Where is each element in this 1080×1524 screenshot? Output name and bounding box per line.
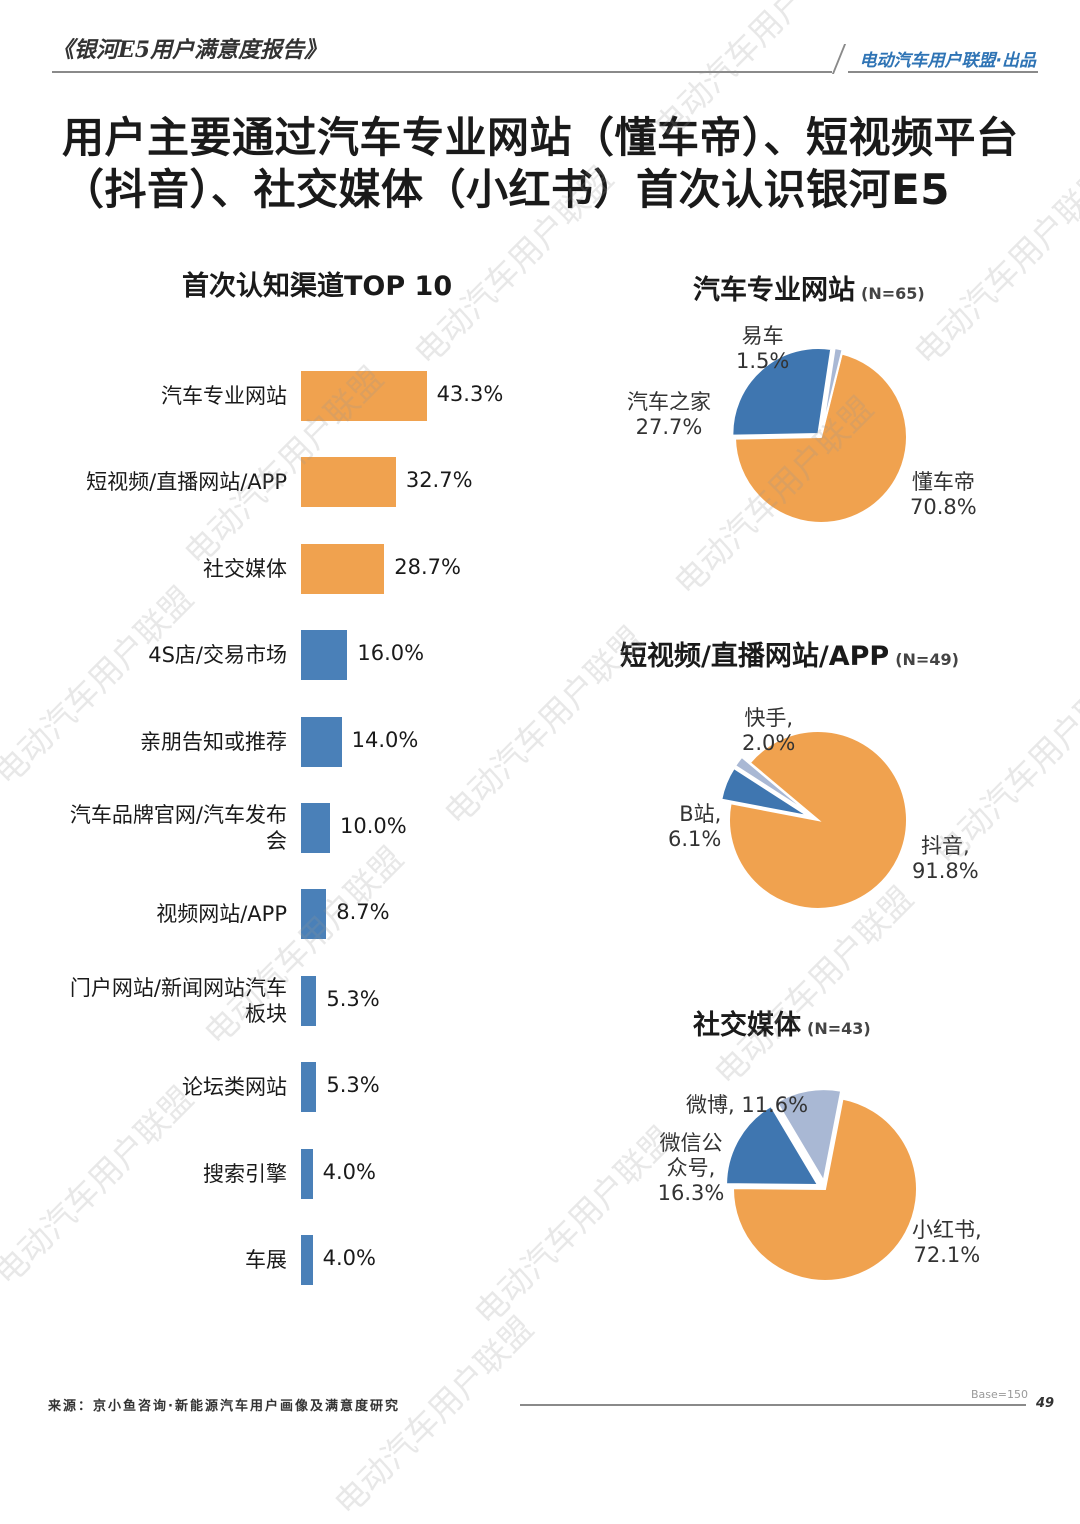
pie-chart-3-n: (N=43) <box>807 1019 871 1038</box>
bar-category-label: 亲朋告知或推荐 <box>140 729 287 754</box>
pie-3-label-weibo-name: 微博, <box>686 1093 735 1117</box>
bar-category-label: 视频网站/APP <box>156 902 287 927</box>
pie-1-label-yiche-value: 1.5% <box>736 349 790 373</box>
bar-value-label: 14.0% <box>351 727 419 752</box>
pie-slice <box>720 766 810 818</box>
pie-2-label-douyin: 抖音, 91.8% <box>912 834 979 884</box>
pie-2-label-kuaishou-name: 快手, <box>744 706 794 730</box>
header-divider <box>52 71 832 73</box>
pie-2-label-bilibili: B站, 6.1% <box>668 802 721 852</box>
pie-3-label-weibo: 微博, 11.6% <box>686 1093 808 1118</box>
pie-2-label-douyin-name: 抖音, <box>921 834 970 858</box>
pie-slice <box>732 1097 918 1282</box>
pie-1-label-autohome: 汽车之家 27.7% <box>627 390 711 440</box>
bar-category-label: 门户网站/新闻网站汽车板块 <box>69 975 287 1026</box>
bar <box>301 457 396 508</box>
pie-chart-2-n: (N=49) <box>895 650 959 669</box>
pie-slice <box>733 755 811 815</box>
bar-category-label: 论坛类网站 <box>182 1075 287 1100</box>
pie-chart-3-title-text: 社交媒体 <box>693 1010 801 1041</box>
bar-value-label: 32.7% <box>405 468 473 493</box>
report-title: 《银河E5用户满意度报告》 <box>52 37 327 63</box>
source-note: 来源：京小鱼咨询·新能源汽车用户画像及满意度研究 <box>48 1399 400 1414</box>
pie-2-label-bilibili-value: 6.1% <box>668 827 722 851</box>
pie-chart-3-title: 社交媒体 (N=43) <box>693 1003 871 1042</box>
footer-divider <box>520 1404 1026 1406</box>
pie-3-label-wechat: 微信公众号, 16.3% <box>655 1131 727 1206</box>
pie-3-label-wechat-name: 微信公众号, <box>659 1131 723 1180</box>
bar-chart-title: 首次认知渠道TOP 10 <box>182 271 453 302</box>
bar-category-label: 4S店/交易市场 <box>148 643 287 668</box>
pie-1-label-dongchedi-value: 70.8% <box>910 495 977 519</box>
bar-category-label: 车展 <box>245 1248 287 1272</box>
pie-3-label-xiaohongshu: 小红书, 72.1% <box>912 1218 982 1268</box>
pie-slice <box>775 1088 843 1184</box>
pie-chart-1-n: (N=65) <box>861 284 925 303</box>
pie-3-label-xiaohongshu-name: 小红书, <box>912 1218 982 1242</box>
pie-1-label-yiche: 易车 1.5% <box>736 324 789 374</box>
bar-category-label: 汽车品牌官网/汽车发布会 <box>69 803 287 853</box>
page-number: 49 <box>1036 1396 1055 1411</box>
pie-2-label-kuaishou-value: 2.0% <box>742 731 796 755</box>
bar-value-label: 4.0% <box>322 1159 376 1184</box>
pie-slice <box>733 352 908 524</box>
pie-1-label-yiche-name: 易车 <box>741 324 784 348</box>
pie-1-label-dongchedi: 懂车帝 70.8% <box>910 470 977 520</box>
pie-chart-1 <box>731 346 908 524</box>
bar-value-label: 5.3% <box>326 986 380 1011</box>
pie-chart-2-title-text: 短视频/直播网站/APP <box>620 641 890 672</box>
pie-slice <box>731 347 833 437</box>
pie-2-label-douyin-value: 91.8% <box>912 859 979 883</box>
bar-category-label: 汽车专业网站 <box>161 384 287 408</box>
bar <box>301 975 317 1026</box>
pie-chart-3 <box>725 1088 918 1282</box>
bar <box>301 803 330 853</box>
pie-chart-1-title: 汽车专业网站 (N=65) <box>693 268 925 307</box>
page-headline: 用户主要通过汽车专业网站（懂车帝）、短视频平台（抖音）、社交媒体（小红书）首次认… <box>62 113 1019 214</box>
pie-chart-2 <box>720 730 908 910</box>
pie-3-label-wechat-value: 16.3% <box>657 1181 725 1205</box>
pie-1-label-autohome-value: 27.7% <box>635 415 703 439</box>
bar <box>301 889 327 940</box>
pie-3-label-weibo-value: 11.6% <box>741 1093 809 1117</box>
bar <box>301 1062 317 1113</box>
bar-value-label: 5.3% <box>326 1073 380 1098</box>
pie-slice <box>728 730 908 910</box>
pie-2-label-kuaishou: 快手, 2.0% <box>742 706 795 756</box>
bar-value-label: 43.3% <box>436 382 504 406</box>
bar-category-label: 搜索引擎 <box>203 1161 287 1186</box>
pie-3-label-xiaohongshu-value: 72.1% <box>913 1243 981 1267</box>
pie-chart-1-title-text: 汽车专业网站 <box>693 275 855 306</box>
bar-category-label: 短视频/直播网站/APP <box>86 470 287 495</box>
publisher-label: 电动汽车用户联盟·出品 <box>859 51 1036 71</box>
pie-2-label-bilibili-name: B站, <box>679 802 722 826</box>
bar-category-label: 社交媒体 <box>203 556 287 581</box>
pie-slice <box>725 1104 820 1187</box>
bar <box>301 1235 313 1285</box>
pie-chart-2-title: 短视频/直播网站/APP (N=49) <box>620 634 959 673</box>
bar <box>301 630 348 681</box>
bar-value-label: 10.0% <box>340 814 407 838</box>
bar-value-label: 4.0% <box>322 1246 376 1270</box>
base-size: Base=150 <box>971 1388 1028 1401</box>
header-divider-right <box>848 71 1038 73</box>
bar-value-label: 16.0% <box>357 641 425 666</box>
bar <box>301 371 427 421</box>
pie-1-label-autohome-name: 汽车之家 <box>627 390 711 414</box>
pie-slice <box>820 346 844 434</box>
bar <box>301 543 385 594</box>
bar-value-label: 8.7% <box>336 900 390 925</box>
pie-1-label-dongchedi-name: 懂车帝 <box>911 470 975 494</box>
bar-value-label: 28.7% <box>394 554 461 579</box>
bar <box>301 716 342 767</box>
bar <box>301 1148 313 1199</box>
